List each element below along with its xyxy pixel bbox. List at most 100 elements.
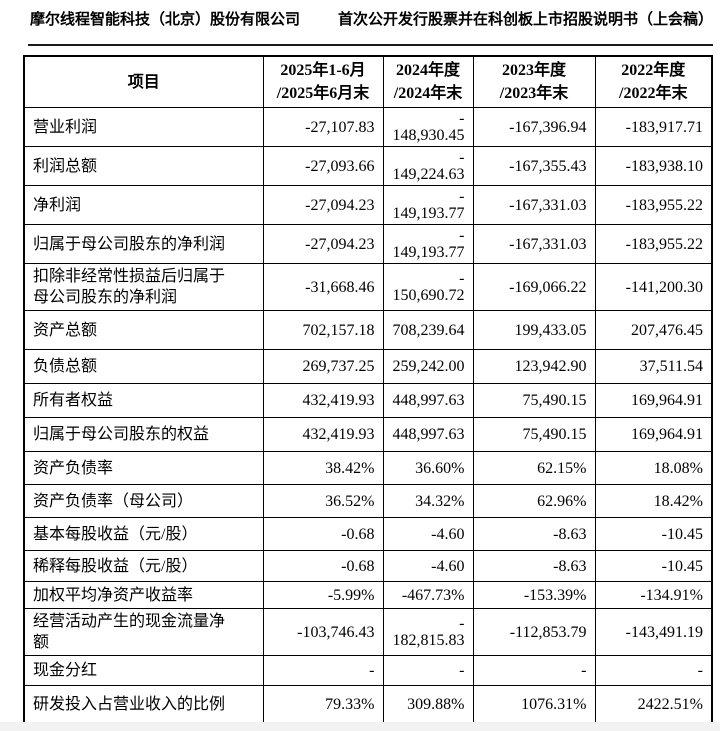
cell-value: -0.68	[262, 550, 384, 582]
company-name: 摩尔线程智能科技（北京）股份有限公司	[30, 12, 301, 28]
cell-value: - 148,930.45	[382, 107, 474, 147]
cell-value: -10.45	[594, 517, 713, 551]
row-label: 资产负债率（母公司）	[23, 484, 264, 518]
table-row: 扣除非经常性损益后归属于 母公司股东的净利润 -31,668.46- 150,69…	[23, 263, 713, 311]
row-label: 归属于母公司股东的净利润	[23, 224, 264, 264]
table-row: 所有者权益 432,419.93 448,997.63 75,490.15 169,96…	[23, 383, 713, 418]
column-header-item: 项目	[23, 55, 264, 108]
cell-value: -31,668.46	[262, 263, 384, 311]
column-header-2025: 2025年1-6月 /2025年6月末	[262, 55, 384, 108]
cell-value: -143,491.19	[594, 608, 713, 656]
cell-value: 36.52%	[262, 484, 384, 518]
table-row: 资产总额 702,157.18 708,239.64 199,433.05 207,47…	[23, 310, 713, 350]
cell-value: -183,955.22	[594, 224, 713, 264]
cell-value: 432,419.93	[262, 417, 384, 452]
cell-value: -169,066.22	[472, 263, 596, 311]
cell-value: -167,331.03	[472, 185, 596, 225]
cell-value: 34.32%	[382, 484, 474, 518]
cell-value: 18.08%	[594, 451, 713, 485]
cell-value: - 182,815.83	[382, 608, 474, 656]
cell-value: 169,964.91	[594, 417, 713, 452]
cell-value: -467.73%	[382, 581, 474, 609]
cell-value: 79.33%	[262, 685, 384, 724]
cell-value: -167,355.43	[472, 146, 596, 186]
cell-value: -	[472, 655, 596, 686]
cell-value: 269,737.25	[262, 349, 384, 384]
cell-value: 207,476.45	[594, 310, 713, 350]
cell-value: -103,746.43	[262, 608, 384, 656]
cell-value: -112,853.79	[472, 608, 596, 656]
financial-summary-table: 项目 2025年1-6月 /2025年6月末 2024年度 /2024年末 20…	[23, 55, 713, 725]
cell-value: -27,094.23	[262, 224, 384, 264]
cell-value: - 149,224.63	[382, 146, 474, 186]
cell-value: 38.42%	[262, 451, 384, 485]
cell-value: 62.96%	[472, 484, 596, 518]
column-header-2024: 2024年度 /2024年末	[382, 55, 474, 108]
cell-value: -8.63	[472, 517, 596, 551]
table-row: 负债总额 269,737.25 259,242.00 123,942.90 37,511…	[23, 349, 713, 384]
cell-value: 702,157.18	[262, 310, 384, 350]
row-label: 基本每股收益（元/股）	[23, 517, 264, 551]
cell-value: 75,490.15	[472, 417, 596, 452]
row-label: 营业利润	[23, 107, 264, 147]
row-label: 资产负债率	[23, 451, 264, 485]
document-title: 首次公开发行股票并在科创板上市招股说明书（上会稿）	[337, 12, 713, 28]
cell-value: -141,200.30	[594, 263, 713, 311]
cell-value: -27,094.23	[262, 185, 384, 225]
cell-value: -10.45	[594, 550, 713, 582]
table-row: 营业利润 -27,107.83- 148,930.45 -167,396.94 -18…	[23, 107, 713, 147]
cell-value: - 149,193.77	[382, 185, 474, 225]
cell-value: -	[262, 655, 384, 686]
page-header: 摩尔线程智能科技（北京）股份有限公司 首次公开发行股票并在科创板上市招股说明书（…	[28, 0, 713, 46]
cell-value: -4.60	[382, 517, 474, 551]
page-bottom-edge	[0, 722, 720, 731]
cell-value: 448,997.63	[382, 417, 474, 452]
table-row: 归属于母公司股东的权益 432,419.93 448,997.63 75,490.15…	[23, 417, 713, 452]
cell-value: 123,942.90	[472, 349, 596, 384]
row-label: 归属于母公司股东的权益	[23, 417, 264, 452]
cell-value: -0.68	[262, 517, 384, 551]
cell-value: 36.60%	[382, 451, 474, 485]
cell-value: -183,938.10	[594, 146, 713, 186]
cell-value: -183,917.71	[594, 107, 713, 147]
cell-value: 2422.51%	[594, 685, 713, 724]
cell-value: 75,490.15	[472, 383, 596, 418]
cell-value: 37,511.54	[594, 349, 713, 384]
cell-value: 708,239.64	[382, 310, 474, 350]
cell-value: -167,396.94	[472, 107, 596, 147]
row-label: 所有者权益	[23, 383, 264, 418]
cell-value: 432,419.93	[262, 383, 384, 418]
cell-value: -27,107.83	[262, 107, 384, 147]
table-header-row: 项目 2025年1-6月 /2025年6月末 2024年度 /2024年末 20…	[23, 55, 713, 108]
table-row: 基本每股收益（元/股） -0.68 -4.60 -8.63 -10.45	[23, 517, 713, 551]
table-body: 营业利润 -27,107.83- 148,930.45 -167,396.94 -18…	[23, 107, 713, 724]
cell-value: - 150,690.72	[382, 263, 474, 311]
table-row: 资产负债率（母公司） 36.52% 34.32% 62.96% 18.42%	[23, 484, 713, 518]
cell-value: -5.99%	[262, 581, 384, 609]
cell-value: -4.60	[382, 550, 474, 582]
row-label: 资产总额	[23, 310, 264, 350]
cell-value: 18.42%	[594, 484, 713, 518]
cell-value: -183,955.22	[594, 185, 713, 225]
cell-value: 199,433.05	[472, 310, 596, 350]
table-row: 资产负债率 38.42% 36.60% 62.15% 18.08%	[23, 451, 713, 485]
row-label: 负债总额	[23, 349, 264, 384]
column-header-2023: 2023年度 /2023年末	[472, 55, 596, 108]
column-header-2022: 2022年度 /2022年末	[594, 55, 713, 108]
cell-value: 62.15%	[472, 451, 596, 485]
table-row: 现金分红 - - - -	[23, 655, 713, 686]
row-label: 利润总额	[23, 146, 264, 186]
table-row: 稀释每股收益（元/股） -0.68 -4.60 -8.63 -10.45	[23, 550, 713, 582]
cell-value: 1076.31%	[472, 685, 596, 724]
cell-value: -	[594, 655, 713, 686]
row-label: 稀释每股收益（元/股）	[23, 550, 264, 582]
cell-value: -134.91%	[594, 581, 713, 609]
table-row: 利润总额 -27,093.66- 149,224.63 -167,355.43 -18…	[23, 146, 713, 186]
table-row: 经营活动产生的现金流量净 额 -103,746.43- 182,815.83 -11…	[23, 608, 713, 656]
cell-value: 309.88%	[382, 685, 474, 724]
cell-value: -153.39%	[472, 581, 596, 609]
table-row: 净利润 -27,094.23- 149,193.77 -167,331.03 -183…	[23, 185, 713, 225]
cell-value: -167,331.03	[472, 224, 596, 264]
cell-value: -27,093.66	[262, 146, 384, 186]
row-label: 净利润	[23, 185, 264, 225]
